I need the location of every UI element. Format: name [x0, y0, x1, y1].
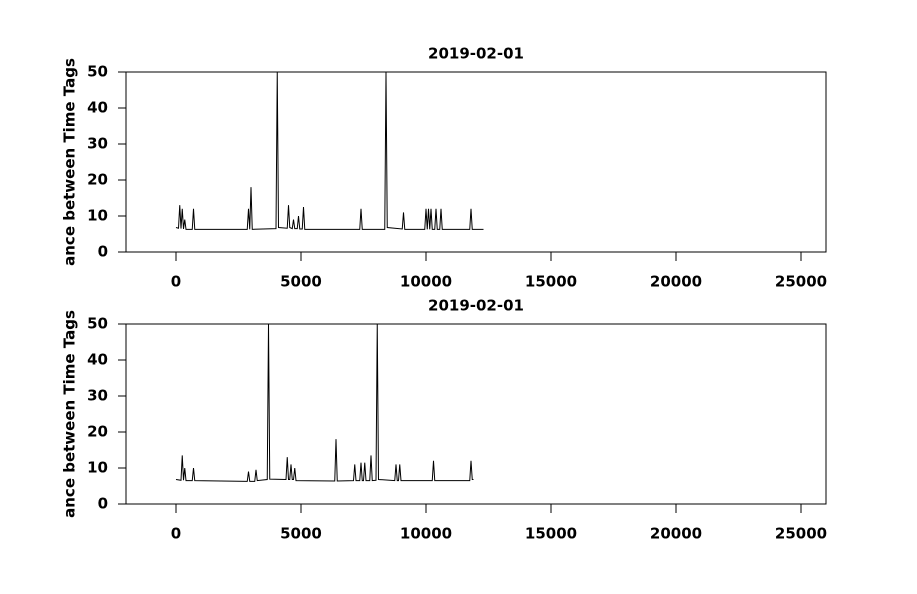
y-tick-label: 50: [87, 315, 108, 333]
x-tick-label: 10000: [400, 525, 452, 543]
plot-frame: [125, 323, 827, 505]
y-tick-label: 20: [87, 171, 108, 189]
x-tick-label: 15000: [525, 525, 577, 543]
x-tick-label: 5000: [280, 273, 322, 291]
y-tick-label: 0: [98, 495, 108, 513]
x-tick-label: 20000: [650, 525, 702, 543]
x-tick-label: 25000: [775, 273, 827, 291]
data-line: [175, 71, 484, 230]
chart-title: 2019-02-01: [428, 45, 524, 63]
x-tick-label: 5000: [280, 525, 322, 543]
y-tick-label: 0: [98, 243, 108, 261]
x-tick-label: 0: [171, 273, 181, 291]
x-tick-label: 20000: [650, 273, 702, 291]
y-axis-label: ance between Time Tags: [61, 310, 79, 518]
data-line: [175, 323, 474, 482]
y-tick-label: 10: [87, 207, 108, 225]
y-tick-label: 40: [87, 351, 108, 369]
x-tick-label: 0: [171, 525, 181, 543]
y-tick-label: 10: [87, 459, 108, 477]
chart-title: 2019-02-01: [428, 297, 524, 315]
y-tick-label: 40: [87, 99, 108, 117]
y-tick-label: 30: [87, 135, 108, 153]
y-tick-label: 50: [87, 63, 108, 81]
y-tick-label: 30: [87, 387, 108, 405]
plot-frame: [125, 71, 827, 253]
x-tick-label: 15000: [525, 273, 577, 291]
x-tick-label: 10000: [400, 273, 452, 291]
y-axis-label: ance between Time Tags: [61, 58, 79, 266]
x-tick-label: 25000: [775, 525, 827, 543]
y-tick-label: 20: [87, 423, 108, 441]
